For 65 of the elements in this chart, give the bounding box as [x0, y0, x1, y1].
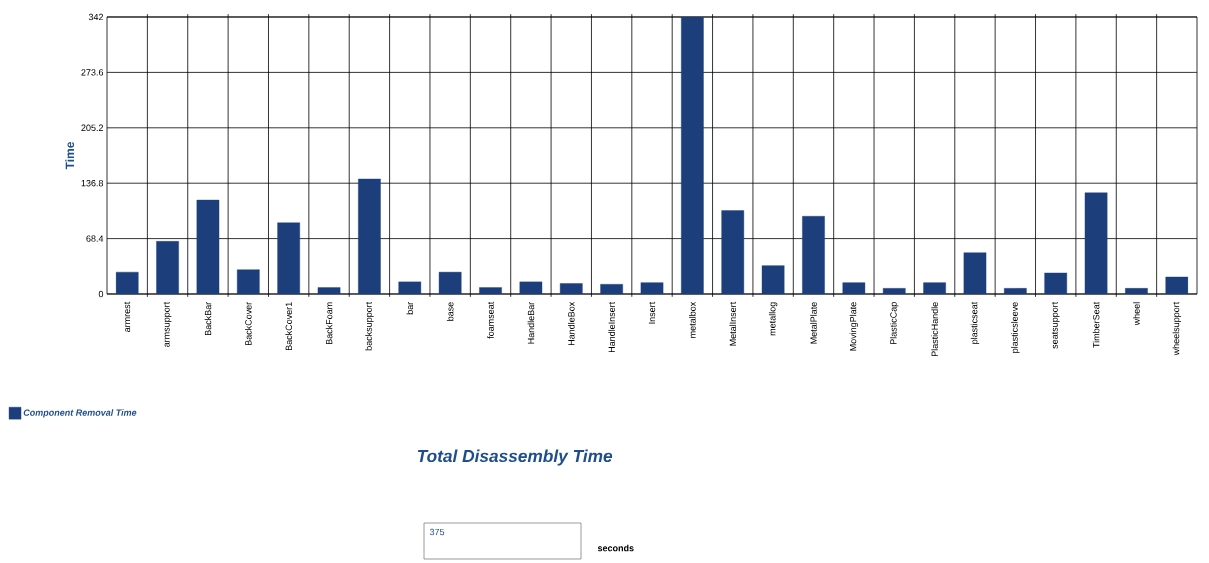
bar [1044, 272, 1068, 294]
bar [1004, 288, 1027, 294]
bar [600, 284, 623, 294]
y-axis-title: Time [65, 142, 75, 170]
bar [923, 282, 946, 294]
x-tick-label: HandleBox [567, 301, 575, 346]
bar [1084, 192, 1108, 294]
bar [721, 210, 745, 294]
bar [156, 241, 179, 294]
bar [640, 282, 664, 294]
x-tick-label: plasticsleeve [1011, 302, 1020, 353]
x-tick-label: metalbox [689, 301, 696, 338]
bar [963, 252, 987, 294]
x-tick-label: Insert [648, 301, 656, 324]
y-tick-label: 0 [98, 290, 104, 298]
bar [1165, 276, 1189, 294]
x-tick-label: base [446, 302, 454, 321]
bar [317, 287, 341, 294]
x-tick-label: MovingPlate [849, 302, 859, 351]
bar [237, 269, 260, 294]
x-tick-label: armsupport [163, 301, 172, 347]
x-tick-label: metallog [768, 302, 778, 336]
x-tick-label: HandleBar [527, 301, 535, 344]
y-tick-label: 136.8 [81, 180, 104, 187]
x-tick-label: foamseat [487, 301, 494, 339]
bar [559, 283, 583, 294]
bar [115, 271, 139, 294]
bar [358, 178, 381, 294]
y-tick-label: 205.2 [81, 124, 104, 131]
x-tick-label: BackBar [204, 301, 212, 336]
legend-label: Component Removal Time [23, 409, 137, 418]
x-tick-label: BackCover1 [285, 302, 292, 351]
x-tick-label: TimberSeat [1092, 301, 1100, 348]
x-tick-label: seatsupport [1051, 301, 1060, 349]
text: seconds [597, 544, 634, 552]
x-tick-label: MetalPlate [810, 302, 817, 344]
bar [277, 222, 300, 294]
y-tick-label: 273.6 [81, 69, 104, 76]
bar [196, 199, 220, 294]
x-tick-label: backsupport [365, 301, 374, 351]
bar [519, 281, 543, 294]
bar [398, 281, 422, 294]
x-tick-label: wheel [1133, 302, 1140, 326]
bar [802, 216, 825, 294]
x-tick-label: BackCover [244, 301, 252, 346]
x-tick-label: HandleInsert [608, 301, 615, 353]
y-tick-label: 342 [88, 13, 104, 21]
x-tick-label: plasticseat [970, 301, 980, 344]
x-tick-label: PlasticHandle [931, 302, 938, 357]
x-tick-label: armrest [124, 301, 131, 332]
bar [761, 265, 785, 294]
bar [681, 17, 704, 294]
x-tick-label: MetalInsert [729, 301, 737, 346]
bar [842, 282, 866, 294]
bar [1125, 288, 1148, 294]
text: 375 [429, 528, 445, 536]
x-tick-label: BackFoam [325, 302, 333, 345]
bar [479, 287, 502, 294]
y-tick-label: 68.4 [86, 235, 104, 242]
x-tick-label: wheelsupport [1172, 301, 1182, 356]
bar [882, 288, 906, 294]
x-tick-label: PlasticCap [890, 302, 899, 345]
x-tick-label: bar [406, 301, 414, 315]
text: Total Disassembly Time [417, 449, 613, 466]
bar [438, 271, 462, 294]
